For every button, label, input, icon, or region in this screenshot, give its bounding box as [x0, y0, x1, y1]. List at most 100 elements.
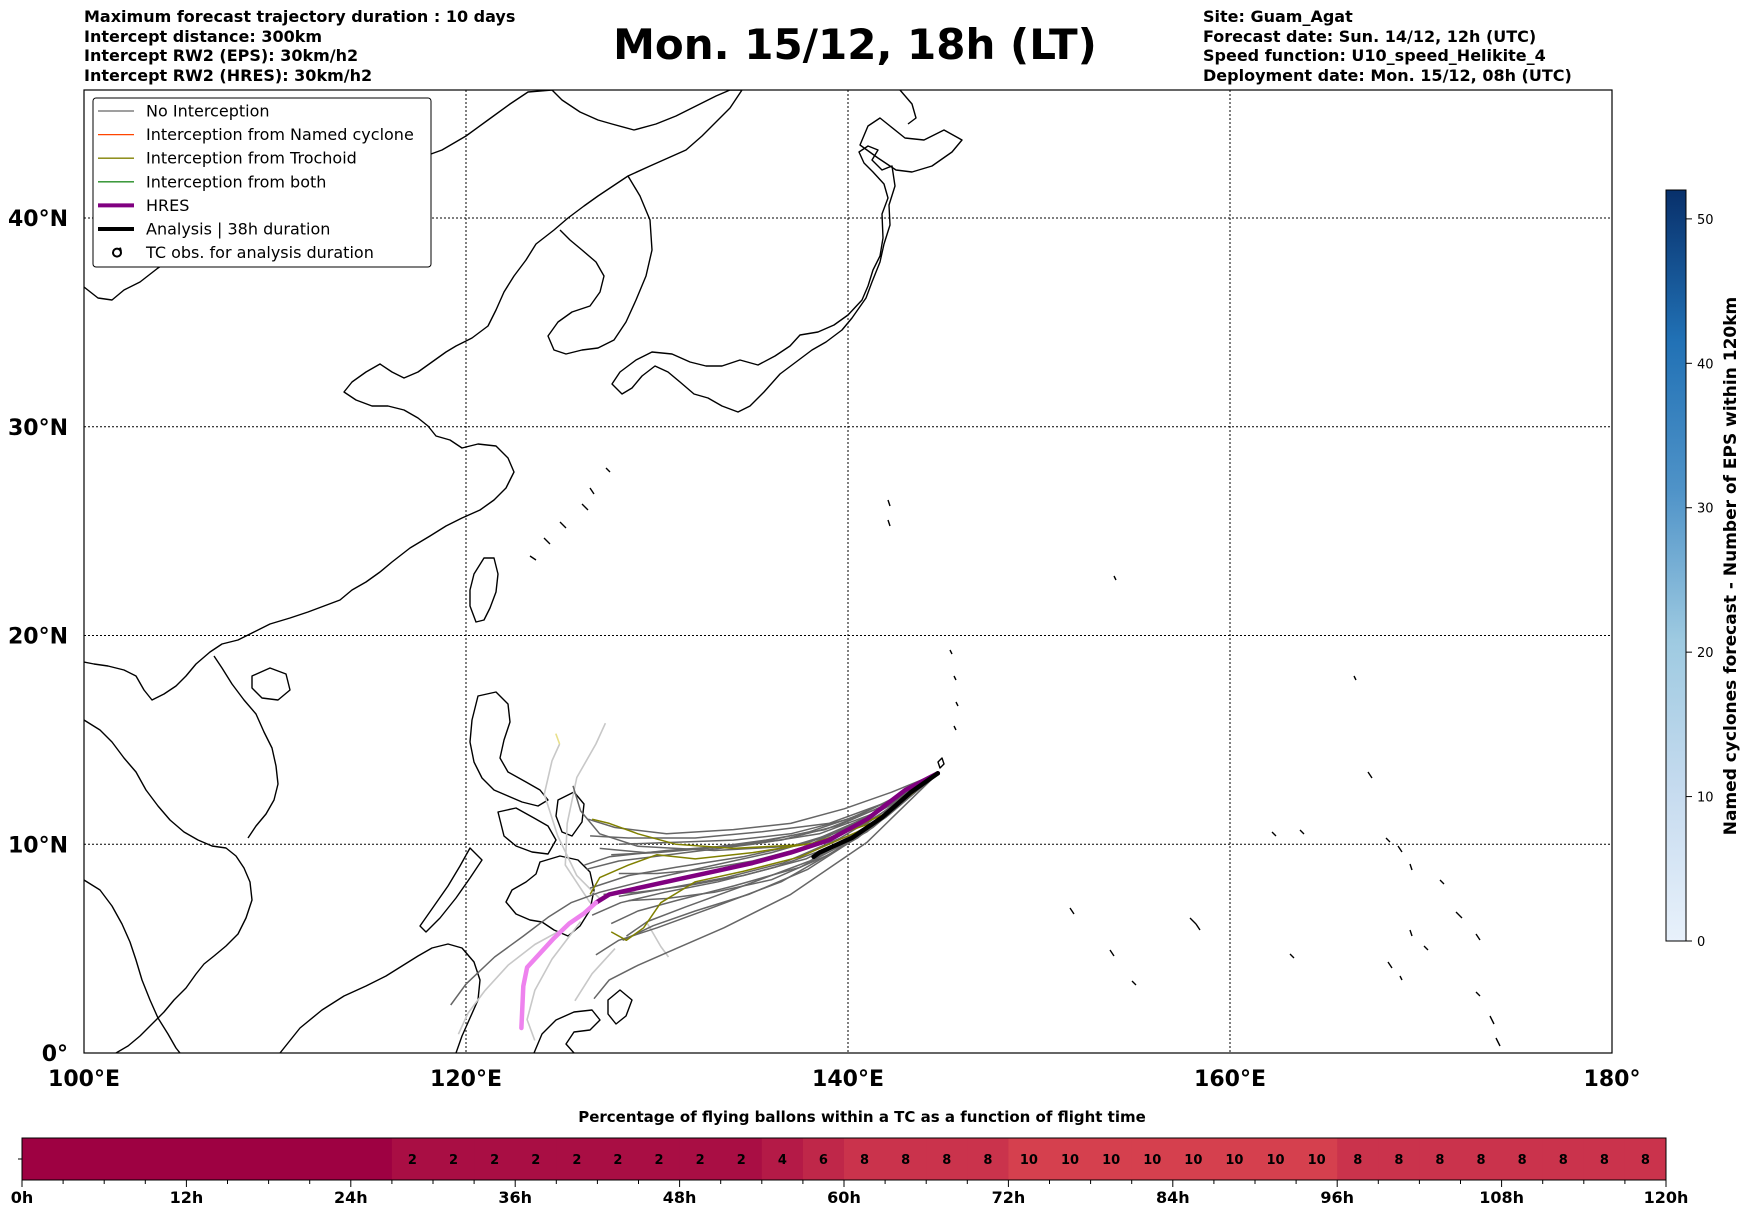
legend-label: No Interception: [146, 102, 270, 121]
percentage-bin: [1213, 1138, 1256, 1180]
coast-palawan: [419, 847, 483, 933]
percentage-bin-label: 10: [1020, 1153, 1038, 1168]
header-right-info: Site: Guam_Agat Forecast date: Sun. 14/12…: [1203, 7, 1572, 85]
percentage-bin-label: 8: [1559, 1153, 1568, 1168]
percentage-xtick-label: 0h: [11, 1188, 34, 1207]
map-legend: No Interception Interception from Named c…: [92, 97, 432, 268]
coast-japan: [611, 145, 896, 413]
eps-trajectory-no-interception: [593, 772, 939, 1000]
legend-label: HRES: [146, 196, 189, 215]
percentage-bin: [1255, 1138, 1297, 1180]
percentage-xtick-label: 108h: [1479, 1188, 1524, 1207]
hres-track-main: [593, 771, 941, 905]
eps-trajectory-faded-trochoid: [555, 733, 561, 745]
header-left-line: Maximum forecast trajectory duration : 1…: [84, 7, 516, 26]
percentage-bar-title: Percentage of flying ballons within a TC…: [578, 1108, 1146, 1126]
header-left-info: Maximum forecast trajectory duration : 1…: [84, 7, 515, 85]
map-ytick-label: 0°: [42, 1042, 68, 1067]
percentage-bin-label: 10: [1061, 1153, 1079, 1168]
percentage-bin-label: 10: [1308, 1153, 1326, 1168]
percentage-bin-label: 8: [1641, 1153, 1650, 1168]
percentage-bin: [802, 1138, 845, 1180]
colorbar: 0 10 20 30 40 50 Named cyclones forecast - Nu…: [1665, 189, 1741, 950]
percentage-xtick-label: 12h: [170, 1188, 204, 1207]
percentage-bin-label: 2: [490, 1153, 499, 1168]
percentage-bin-label: 8: [860, 1153, 869, 1168]
percentage-bar: Percentage of flying ballons within a TC…: [11, 1108, 1689, 1207]
eps-trajectory-trochoid: [610, 772, 939, 942]
map-ytick-label: 30°N: [8, 416, 68, 441]
eps-trajectory-no-interception: [622, 772, 939, 941]
percentage-bin-label: 10: [1225, 1153, 1243, 1168]
percentage-bin: [1131, 1138, 1174, 1180]
percentage-bin-label: 2: [572, 1153, 581, 1168]
percentage-bin-label: 2: [737, 1153, 746, 1168]
percentage-bin-label: 2: [408, 1153, 417, 1168]
percentage-xtick-label: 96h: [1320, 1188, 1354, 1207]
percentage-bin: [22, 1138, 393, 1180]
percentage-bin-label: 2: [531, 1153, 540, 1168]
header-right-line: Speed function: U10_speed_Helikite_4: [1203, 46, 1546, 65]
coast-guam: [937, 757, 945, 769]
map-tick-labels: 100°E 120°E 140°E 160°E 180° 0° 10°N 20°N 30°N 40…: [8, 207, 1641, 1092]
percentage-xtick-label: 24h: [334, 1188, 368, 1207]
eps-trajectory-trochoid: [591, 772, 939, 850]
map-ytick-label: 20°N: [8, 625, 68, 650]
percentage-xtick-label: 48h: [663, 1188, 697, 1207]
percentage-bin: [556, 1138, 598, 1180]
colorbar-tick-label: 30: [1697, 502, 1714, 517]
percentage-bin: [679, 1138, 722, 1180]
colorbar-tick-label: 10: [1697, 791, 1714, 806]
coast-hokkaido: [859, 117, 963, 173]
header-left-line: Intercept RW2 (HRES): 30km/h2: [84, 65, 373, 85]
legend-label: Interception from Named cyclone: [146, 125, 414, 144]
percentage-bin-label: 8: [1518, 1153, 1527, 1168]
coast-sakhalin: [899, 90, 917, 125]
percentage-bin: [391, 1138, 434, 1180]
analysis-track: [811, 771, 941, 860]
map-frame: [83, 89, 1613, 1054]
percentage-bin: [474, 1138, 516, 1180]
coast-indochina: [84, 719, 253, 1053]
map-xtick-label: 140°E: [812, 1067, 884, 1092]
percentage-bin: [638, 1138, 681, 1180]
percentage-bin-label: 2: [655, 1153, 664, 1168]
map-xtick-label: 160°E: [1194, 1067, 1266, 1092]
percentage-bin: [597, 1138, 639, 1180]
percentage-bin-label: 8: [1394, 1153, 1403, 1168]
percentage-bin: [1008, 1138, 1050, 1180]
colorbar-tick-label: 50: [1697, 213, 1714, 228]
coast-vietnam: [213, 655, 279, 839]
percentage-bin: [761, 1138, 804, 1180]
coast-micronesia: [1069, 575, 1501, 1047]
eps-trajectory-light: [526, 921, 582, 1041]
percentage-xtick-label: 72h: [992, 1188, 1026, 1207]
trajectory-analysis: [811, 771, 941, 860]
percentage-bin-label: 8: [1435, 1153, 1444, 1168]
percentage-bin: [1378, 1138, 1420, 1180]
coast-hainan: [251, 667, 291, 701]
percentage-bin: [1501, 1138, 1544, 1180]
percentage-bin-label: 10: [1143, 1153, 1161, 1168]
map-ytick-label: 10°N: [8, 833, 68, 858]
percentage-bin: [926, 1138, 968, 1180]
percentage-xtick-label: 36h: [498, 1188, 532, 1207]
coast-halmahera: [607, 989, 633, 1025]
coast-marianas: [949, 649, 959, 731]
percentage-bin: [515, 1138, 557, 1180]
legend-marker-tc-obs: [112, 247, 122, 258]
percentage-bin: [720, 1138, 763, 1180]
header-right-line: Site: Guam_Agat: [1203, 7, 1353, 26]
percentage-bin-label: 8: [983, 1153, 992, 1168]
percentage-bin: [1090, 1138, 1133, 1180]
header-left-line: Intercept RW2 (EPS): 30km/h2: [84, 46, 359, 65]
colorbar-tick-label: 0: [1697, 935, 1705, 950]
coast-borneo: [279, 943, 481, 1053]
percentage-bin-label: 4: [778, 1153, 787, 1168]
percentage-bin-label: 8: [1353, 1153, 1362, 1168]
legend-label: Interception from both: [146, 172, 326, 191]
coast-taiwan: [469, 557, 499, 623]
trajectory-hres: [519, 771, 941, 1031]
percentage-bin-label: 2: [449, 1153, 458, 1168]
